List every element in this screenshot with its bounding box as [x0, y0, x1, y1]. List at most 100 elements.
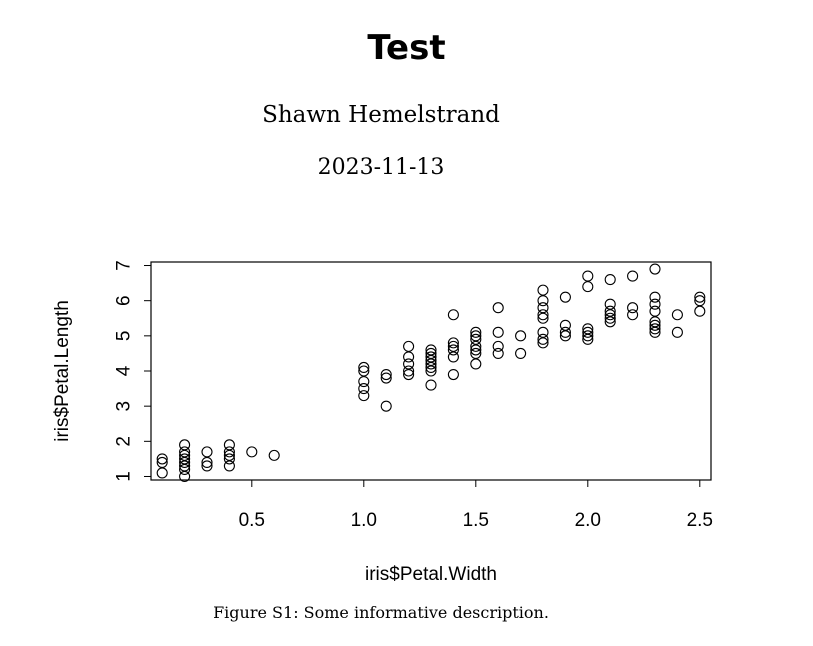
data-point	[425, 344, 437, 356]
data-point	[604, 274, 616, 286]
y-tick-label: 3	[114, 401, 135, 412]
data-point	[403, 351, 415, 363]
data-point	[492, 302, 504, 314]
data-point	[492, 347, 504, 359]
y-tick-label: 2	[114, 436, 135, 447]
data-point	[582, 323, 594, 335]
y-axis-label: iris$Petal.Length	[52, 300, 73, 442]
data-point	[559, 319, 571, 331]
data-point	[156, 467, 168, 479]
data-point	[358, 383, 370, 395]
data-point	[380, 368, 392, 381]
data-point	[447, 309, 459, 321]
data-point	[447, 368, 459, 381]
data-point	[582, 270, 594, 282]
data-point	[627, 309, 639, 321]
data-point	[582, 326, 594, 338]
data-point	[694, 291, 706, 303]
data-point	[649, 291, 661, 303]
data-point	[447, 340, 459, 352]
data-point	[470, 326, 482, 338]
data-point	[358, 361, 370, 374]
data-point	[268, 449, 280, 461]
y-tick-label: 6	[114, 295, 135, 306]
data-point	[515, 347, 527, 359]
document-author: Shawn Hemelstrand	[262, 102, 500, 128]
data-point	[403, 340, 415, 352]
data-point	[604, 305, 616, 317]
data-point	[156, 456, 168, 468]
data-point	[537, 333, 549, 345]
data-point	[515, 330, 527, 342]
plot-frame	[150, 261, 712, 481]
data-point	[649, 305, 661, 317]
data-point	[156, 453, 168, 465]
data-point	[179, 453, 191, 465]
data-point	[559, 326, 571, 338]
data-point	[246, 446, 258, 458]
data-point	[380, 372, 392, 384]
x-tick-label: 0.5	[239, 510, 265, 531]
data-point	[649, 319, 661, 331]
data-point	[179, 446, 191, 458]
data-point	[201, 460, 213, 472]
data-point	[694, 305, 706, 317]
data-point	[358, 390, 370, 402]
figure-caption: Figure S1: Some informative description.	[213, 603, 549, 622]
data-point	[492, 326, 504, 338]
data-point	[470, 358, 482, 370]
x-axis: 0.5 1.0 1.5 2.0 2.5	[239, 479, 713, 531]
data-point	[649, 323, 661, 335]
data-point	[582, 330, 594, 342]
y-tick-label: 4	[114, 365, 135, 376]
data-point	[470, 347, 482, 359]
data-point	[537, 326, 549, 338]
data-point	[470, 333, 482, 345]
x-tick-label: 1.0	[351, 510, 377, 531]
data-point	[492, 340, 504, 352]
data-point	[447, 337, 459, 349]
data-point	[694, 295, 706, 307]
data-point	[223, 439, 235, 451]
data-point	[559, 291, 571, 303]
data-point	[403, 358, 415, 370]
data-point	[425, 351, 437, 363]
data-point	[649, 263, 661, 275]
data-point	[582, 281, 594, 293]
data-point	[671, 309, 683, 321]
data-point	[223, 446, 235, 458]
document-title: Test	[367, 28, 446, 68]
data-point	[537, 284, 549, 296]
document-date: 2023-11-13	[317, 155, 445, 180]
y-tick-label: 1	[114, 471, 135, 482]
data-point	[201, 446, 213, 458]
data-point	[604, 312, 616, 324]
data-point	[537, 295, 549, 307]
data-point	[425, 347, 437, 359]
data-point	[447, 344, 459, 356]
data-point	[671, 326, 683, 338]
data-point	[179, 439, 191, 451]
data-point	[627, 270, 639, 282]
data-point	[470, 330, 482, 342]
data-point	[604, 298, 616, 310]
data-point	[537, 309, 549, 321]
x-tick-label: 2.0	[575, 510, 601, 531]
y-axis: 1 2 3 4 5 6 7	[114, 260, 152, 482]
data-point	[403, 365, 415, 377]
x-tick-label: 1.5	[463, 510, 489, 531]
data-points	[156, 263, 706, 483]
data-point	[223, 453, 235, 465]
y-tick-label: 7	[114, 260, 135, 271]
data-point	[425, 379, 437, 391]
y-tick-label: 5	[114, 331, 135, 342]
data-point	[358, 375, 370, 388]
data-point	[380, 400, 392, 412]
data-point	[537, 302, 549, 314]
x-axis-label: iris$Petal.Width	[365, 564, 497, 585]
data-point	[358, 365, 370, 377]
data-point	[649, 298, 661, 310]
x-tick-label: 2.5	[687, 510, 713, 531]
data-point	[627, 302, 639, 314]
